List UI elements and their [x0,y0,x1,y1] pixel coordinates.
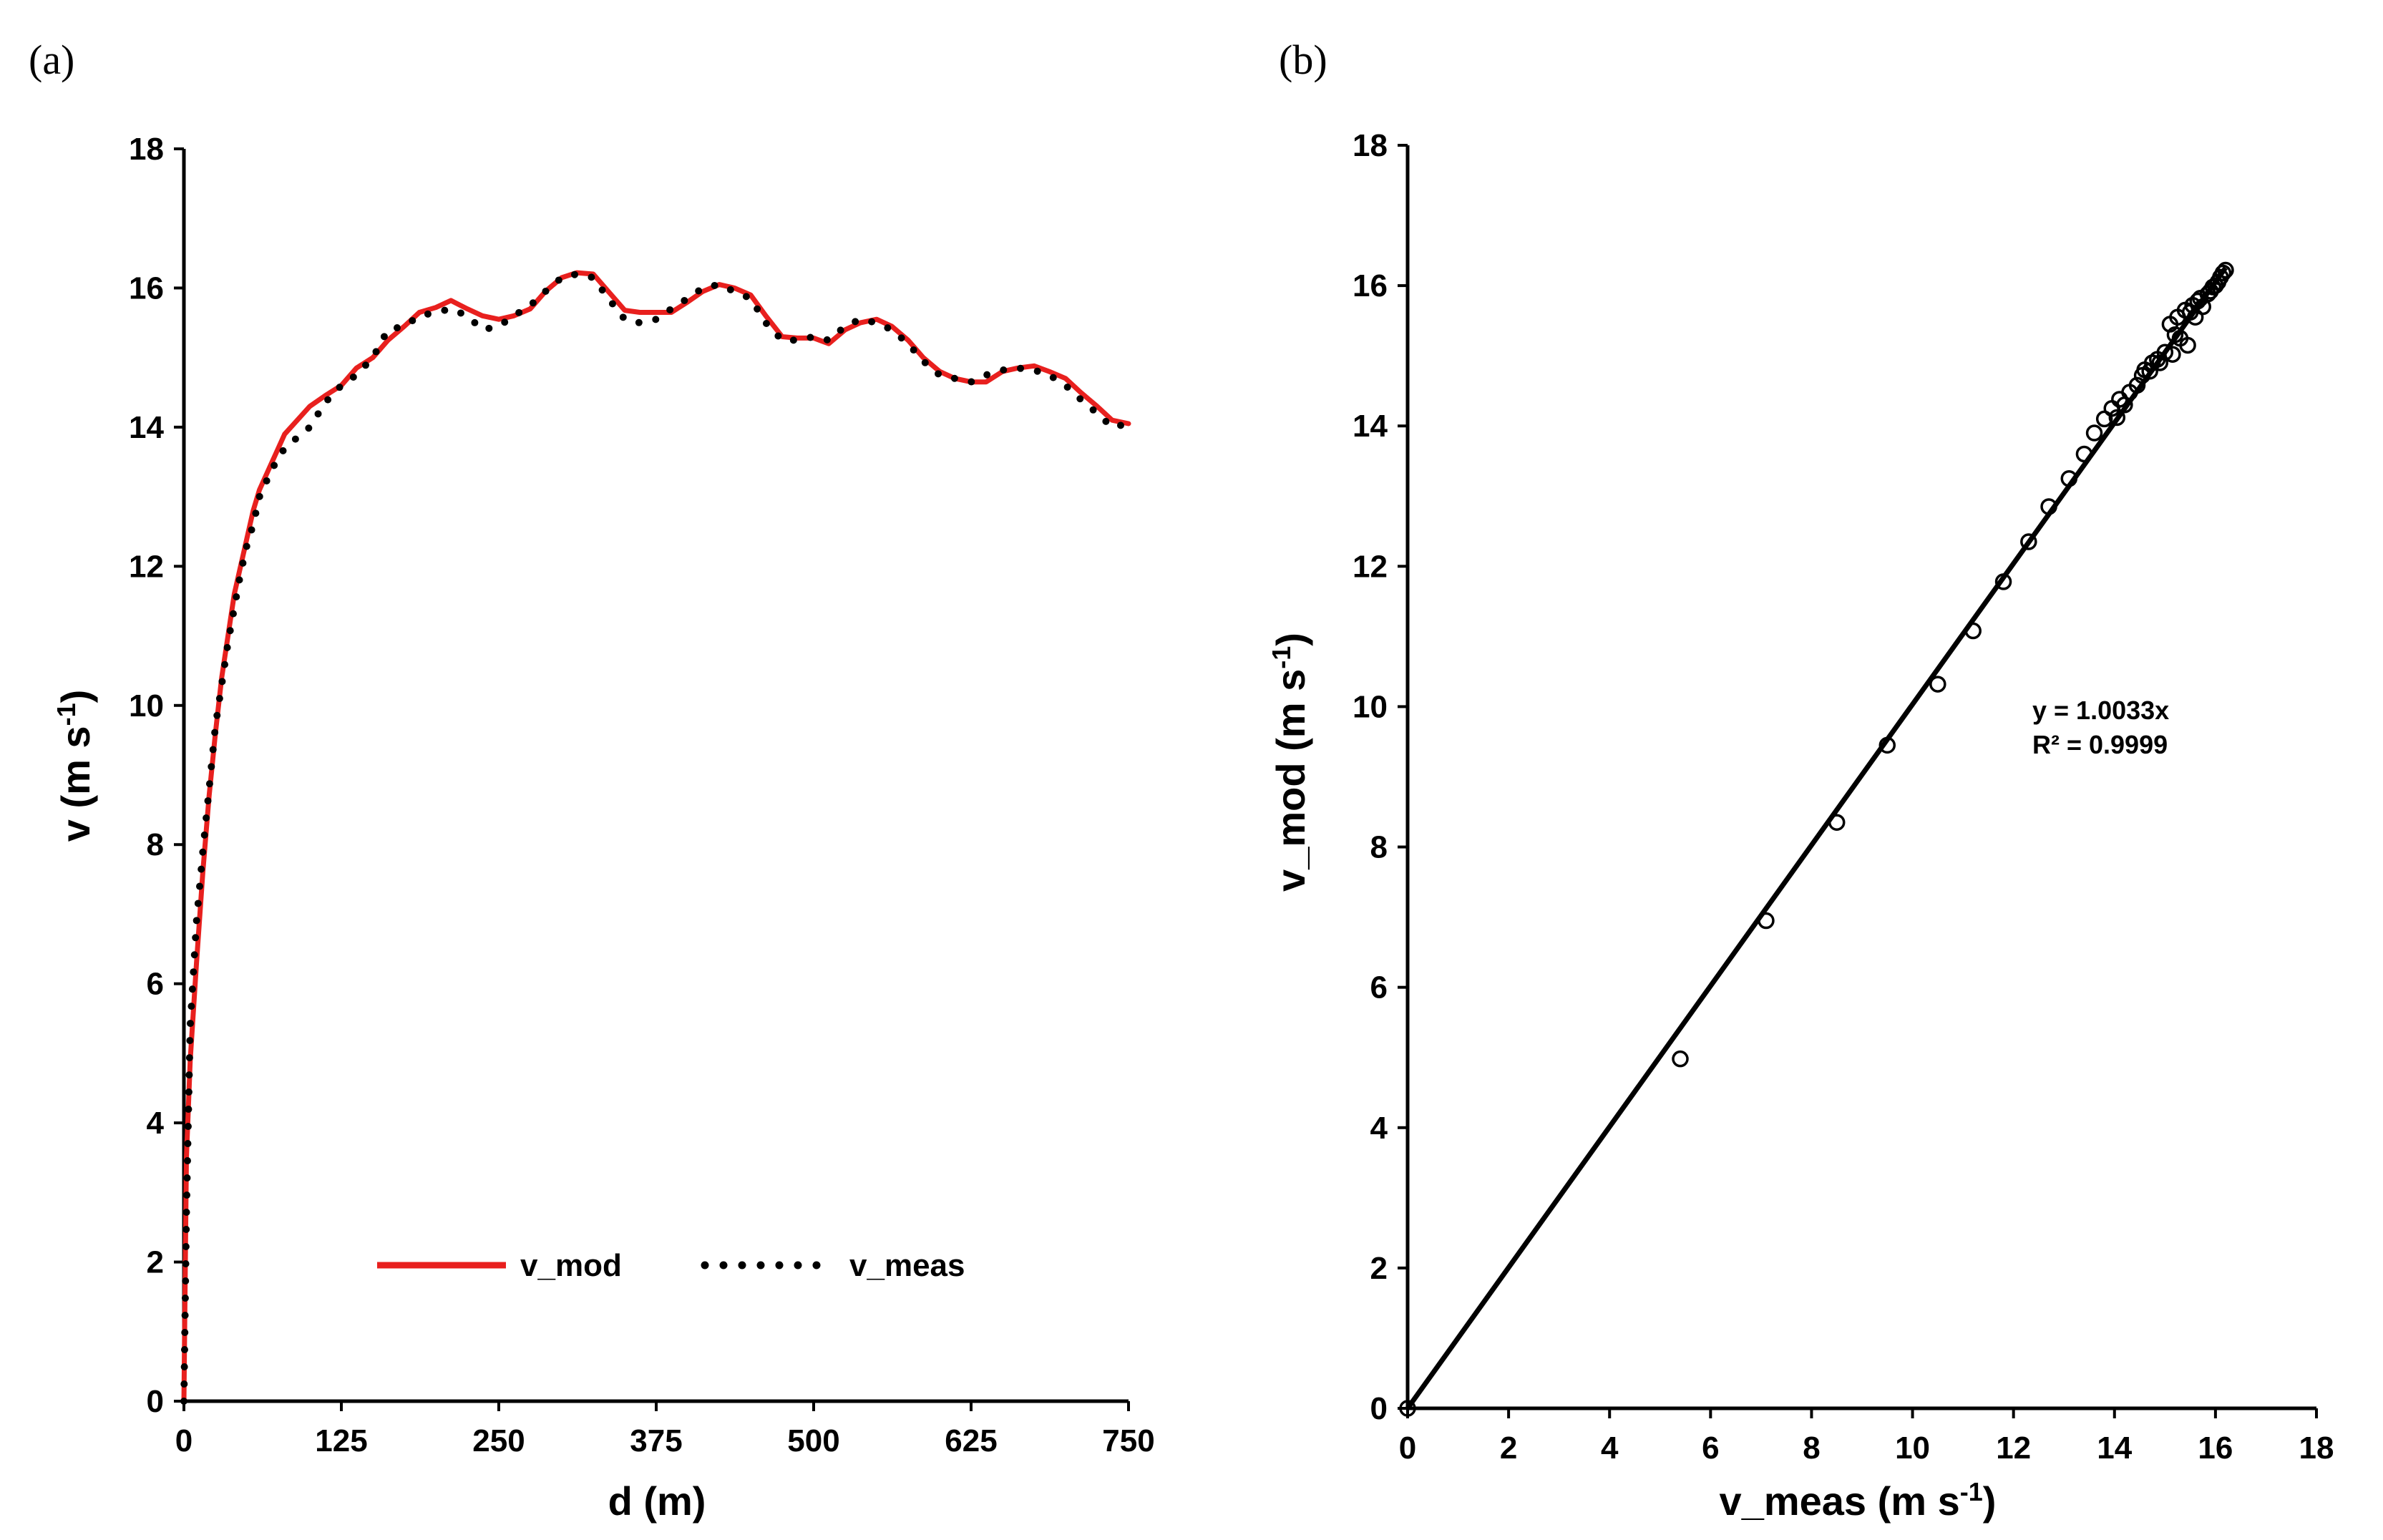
panel-b-y-tick-label: 4 [1370,1111,1388,1146]
panel-a-y-tick-label: 16 [129,271,164,306]
panel-b-x-label-sup: -1 [1960,1477,1983,1506]
panel-b-x-tick-label: 12 [1996,1431,2031,1466]
panel-a-x-tick-label: 250 [472,1423,525,1458]
panel-b-y-tick-label: 8 [1370,830,1388,865]
scatter-point [1672,1050,1689,1068]
scatter-point [1828,814,1846,831]
panel-a-series-group [180,270,1132,1405]
panel-b-y-tick-label: 2 [1370,1251,1388,1286]
trendline [1405,266,2228,1410]
panel-b-x-tick-label: 0 [1399,1431,1416,1466]
panel-a-axes: 0 2 4 6 8 10 12 14 16 18 0 125 250 375 500 625 750 [129,132,1155,1458]
scatter-point [1964,622,1982,640]
scatter-point [2214,264,2232,282]
scatter-point [2108,409,2126,427]
scatter-point [2060,470,2078,487]
panel-b-y-tick-label: 12 [1353,549,1388,584]
panel-b-x-tick-label: 14 [2097,1431,2132,1466]
scatter-point [2075,445,2093,463]
series-line-v-mod [181,270,1131,1404]
panel-a-x-tick-label: 750 [1102,1423,1154,1458]
panel-b-series-group [1399,261,2234,1417]
panel-b-x-tick-label: 8 [1803,1431,1820,1466]
panel-a-y-tick-label: 12 [129,549,164,584]
panel-b-x-axis-label: v_meas (m s-1) [1720,1477,1997,1524]
panel-b-x-tick-label: 18 [2299,1431,2334,1466]
scatter-point [2164,346,2181,363]
panel-b-y-tick-label: 10 [1353,689,1388,724]
legend-label-v-meas: v_meas [849,1248,965,1283]
panel-a-legend: v_mod v_meas [377,1248,965,1283]
panel-b-x-label-main: v_meas (m s [1720,1478,1960,1524]
scatter-point [2128,376,2146,394]
trendline-equation: y = 1.0033x [2032,696,2169,725]
trendline-r-squared: R² = 0.9999 [2032,730,2168,759]
panel-b-y-tick-label: 16 [1353,268,1388,303]
scatter-point [2207,277,2224,294]
panel-a-x-tick-label: 375 [630,1423,682,1458]
panel-a-y-tick-label: 8 [147,827,164,862]
scatter-point [1399,1400,1416,1417]
legend-dot [738,1261,746,1269]
panel-b-scatter-chart: (b) 0 2 4 6 8 10 12 14 16 18 0 2 4 6 8 10 12 14 16 18 y = 1… [1267,36,2334,1524]
scatter-point [1994,573,2012,590]
panel-a-y-tick-label: 6 [147,967,164,1002]
panel-a-y-tick-label: 10 [129,688,164,723]
panel-b-y-label-sup: -1 [1267,646,1296,669]
panel-b-y-tick-label: 0 [1370,1391,1388,1426]
panel-a-x-tick-label: 125 [315,1423,367,1458]
panel-a-x-axis-label: d (m) [608,1478,706,1524]
scatter-point [2141,362,2158,380]
legend-dot [756,1261,765,1269]
panel-b-y-label-end: ) [1268,633,1313,646]
panel-a-y-tick-label: 14 [129,410,164,445]
scatter-point [2040,498,2057,515]
series-line-v-meas [180,271,1132,1405]
panel-b-x-tick-label: 16 [2198,1431,2233,1466]
panel-b-y-label-main: v_mod (m s [1268,669,1313,892]
panel-a-y-label-end: ) [53,690,98,703]
legend-dot [794,1261,802,1269]
panel-a-y-axis-label: v (m s-1) [52,690,98,842]
legend-dot [775,1261,784,1269]
legend-dot [812,1261,821,1269]
panel-b-label: (b) [1279,36,1327,83]
panel-a-y-label-main: v (m s [53,726,98,842]
panel-b-x-tick-label: 2 [1500,1431,1517,1466]
panel-a-y-tick-label: 0 [147,1384,164,1419]
panel-b-y-tick-label: 6 [1370,970,1388,1005]
scatter-point [2217,261,2234,279]
scatter-point [1878,736,1896,754]
panel-b-y-tick-label: 14 [1353,409,1388,444]
scatter-point [2020,533,2037,550]
legend-dot [701,1261,709,1269]
scatter-point [1758,912,1775,930]
panel-b-x-tick-label: 10 [1895,1431,1930,1466]
scatter-point [2085,424,2103,442]
legend-label-v-mod: v_mod [520,1248,622,1283]
panel-a-y-tick-label: 2 [147,1245,164,1280]
panel-a-y-tick-label: 18 [129,132,164,167]
panel-b-y-axis-label: v_mod (m s-1) [1267,633,1313,892]
panel-a-line-chart: (a) 0 2 4 6 8 10 12 14 16 18 0 125 250 375 500 625 750 v… [29,36,1155,1524]
panel-a-x-tick-label: 625 [945,1423,997,1458]
panel-a-y-tick-label: 4 [147,1106,165,1141]
panel-b-x-label-end: ) [1983,1478,1997,1524]
panel-b-x-tick-label: 6 [1702,1431,1719,1466]
scatter-point [2156,343,2174,361]
scatter-point [1929,676,1946,693]
panel-b-y-tick-label: 18 [1353,128,1388,163]
panel-b-axes: 0 2 4 6 8 10 12 14 16 18 0 2 4 6 8 10 12 14 16 18 [1353,128,2334,1466]
legend-dot [719,1261,728,1269]
panel-a-label: (a) [29,36,74,83]
panel-a-x-tick-label: 0 [175,1423,193,1458]
panel-b-x-tick-label: 4 [1601,1431,1619,1466]
panel-a-x-tick-label: 500 [787,1423,839,1458]
scatter-point [2179,336,2196,354]
panel-a-y-label-sup: -1 [52,703,81,726]
legend-swatch-v-meas [701,1261,821,1269]
